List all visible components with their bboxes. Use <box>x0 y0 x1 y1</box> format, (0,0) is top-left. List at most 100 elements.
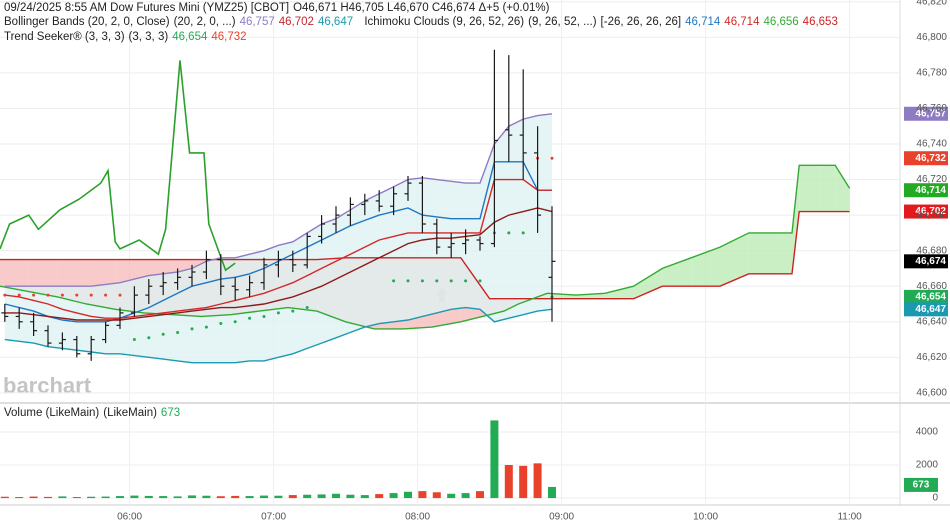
volume-bar <box>389 493 398 499</box>
trend-dot <box>204 325 208 329</box>
study-readouts: 46,757 46,702 46,647 <box>240 16 358 28</box>
volume-bar <box>432 492 441 499</box>
volume-bar <box>418 491 427 499</box>
trend-dot <box>75 293 79 297</box>
trend-dot <box>435 279 439 283</box>
trend-dot <box>60 293 64 297</box>
study-readout: 46,714 <box>685 16 721 28</box>
price-badge-label: 46,714 <box>915 185 946 196</box>
plot: 46,75746,73246,71446,70246,67446,65446,6… <box>0 49 948 499</box>
volume-bar <box>116 496 124 499</box>
studies-line: Trend Seeker® (3, 3, 3) (3, 3, 3) 46,654 46… <box>4 31 255 43</box>
volume-bar <box>360 495 369 499</box>
cloud-fill <box>547 293 576 299</box>
trend-dot <box>3 293 7 297</box>
volume-bar <box>447 493 456 499</box>
trend-dot <box>233 320 237 324</box>
trend-dot <box>478 279 482 283</box>
volume-bar <box>461 493 470 499</box>
trend-dot <box>147 336 151 340</box>
studies-line: Bollinger Bands (20, 2, 0, Close) (20, 2,… <box>4 16 846 28</box>
price-badge <box>904 183 948 198</box>
price-badge-label: 46,702 <box>915 206 946 217</box>
header-line: 09/24/2025 8:55 AM Dow Futures Mini (YMZ… <box>4 2 553 14</box>
study-name: Ichimoku Clouds (9, 26, 52, 26) <box>364 16 525 28</box>
study-params: (3, 3, 3) <box>128 31 169 43</box>
volume-bar <box>87 496 96 499</box>
volume-readout: 673 <box>160 407 181 419</box>
cloud-fill <box>662 257 692 287</box>
cloud-fill <box>835 165 850 212</box>
study-readout: 46,653 <box>802 16 838 28</box>
y-tick-label: 46,800 <box>916 32 947 43</box>
volume-bar <box>317 494 326 499</box>
study-readouts: 46,654 46,732 <box>172 31 250 43</box>
trend-dot <box>17 293 21 297</box>
trend-dot <box>406 279 410 283</box>
study-readout: 46,656 <box>763 16 799 28</box>
cloud-fill <box>777 232 792 274</box>
study-params: (9, 26, 52, ...) <box>528 16 597 28</box>
cloud-fill <box>820 165 836 212</box>
cloud-fill <box>691 247 720 287</box>
watermark: barchart <box>3 373 92 398</box>
price-badge <box>904 302 948 317</box>
volume-bar <box>504 465 513 499</box>
volume-bar <box>216 496 225 499</box>
volume-bar <box>130 495 139 499</box>
volume-bar <box>15 497 24 499</box>
trend-dot <box>305 306 309 310</box>
volume-badge-label: 673 <box>913 480 930 491</box>
volume-bar <box>72 497 81 499</box>
trend-dot <box>276 311 280 315</box>
trend-dot <box>420 279 424 283</box>
y-tick-label: 46,620 <box>916 352 947 363</box>
trend-dot <box>176 330 180 334</box>
study-readouts: 46,714 46,714 46,656 46,653 <box>685 16 842 28</box>
trend-dot <box>291 309 295 313</box>
volume-header: Volume (LikeMain) (LikeMain) 673 <box>4 407 184 419</box>
cloud-fill <box>792 165 800 274</box>
cloud-fill <box>576 293 605 299</box>
volume-title: Volume (LikeMain) <box>4 407 100 419</box>
cloud-fill <box>720 232 749 287</box>
volume-bar <box>288 495 297 499</box>
y-tick-label: 46,720 <box>916 174 947 185</box>
study-readout: 46,654 <box>172 31 208 43</box>
kijun-line <box>4 178 552 319</box>
study-name: Bollinger Bands (20, 2, 0, Close) <box>4 16 170 28</box>
quote: O46,671 H46,705 L46,670 C46,674 Δ+5 (+0.… <box>293 2 550 14</box>
volume-tick-label: 4000 <box>916 427 939 438</box>
volume-bar <box>332 493 340 499</box>
trend-dot <box>507 231 511 235</box>
cloud-fill <box>633 268 663 299</box>
volume-bar <box>159 496 168 499</box>
x-tick-label: 09:00 <box>549 512 574 523</box>
study-params: (20, 2, 0, ...) <box>173 16 236 28</box>
span-b-line <box>0 210 850 300</box>
x-tick-label: 11:00 <box>837 512 862 523</box>
y-tick-label: 46,660 <box>916 281 947 292</box>
volume-bar <box>245 496 254 499</box>
volume-bar <box>476 491 484 499</box>
y-tick-label: 46,760 <box>916 103 947 114</box>
price-badge-label: 46,647 <box>915 304 946 315</box>
trend-dot <box>118 293 122 297</box>
y-tick-label: 46,600 <box>916 388 947 399</box>
volume-bar <box>260 495 268 499</box>
y-tick-label: 46,640 <box>916 316 947 327</box>
cloud-fill <box>0 259 29 292</box>
chart-title: 09/24/2025 8:55 AM Dow Futures Mini (YMZ… <box>4 2 290 14</box>
volume-bar <box>44 496 52 499</box>
volume-tick-label: 2000 <box>916 460 939 471</box>
y-tick-label: 46,740 <box>916 139 947 150</box>
trend-dot <box>46 293 50 297</box>
trend-dot <box>449 279 453 283</box>
volume-bar <box>0 496 9 499</box>
y-tick-label: 46,820 <box>916 0 947 7</box>
price-badge <box>904 106 948 121</box>
volume-badge <box>904 477 938 492</box>
trend-dot <box>464 279 468 283</box>
